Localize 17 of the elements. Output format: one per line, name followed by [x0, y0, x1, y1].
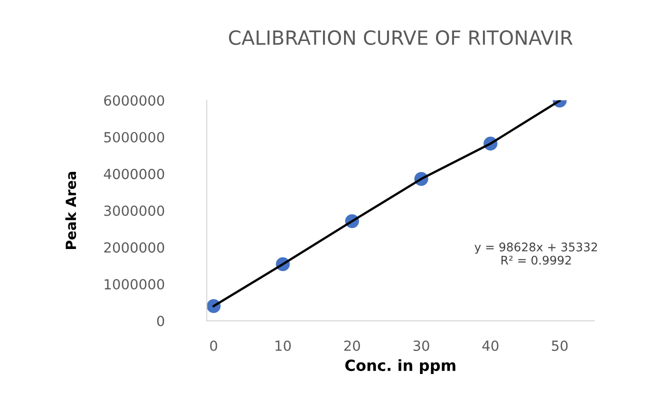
y-tick-label: 0: [157, 316, 164, 326]
y-tick-label: 6000000: [104, 95, 164, 106]
y-tick-label: 5000000: [104, 132, 164, 142]
chart-title: CALIBRATION CURVE OF RITONAVIR: [228, 30, 573, 45]
y-tick-label: 1000000: [104, 279, 164, 290]
x-tick-label: 30: [414, 340, 430, 351]
y-tick-label: 4000000: [104, 168, 164, 180]
y-axis-title: Peak Area: [65, 172, 76, 249]
annotation: y = 98628x + 35332 R² = 0.9992: [474, 242, 597, 265]
x-tick-label: 40: [482, 340, 498, 351]
x-tick-label: 0: [210, 340, 218, 351]
x-tick-label: 50: [552, 340, 568, 351]
y-tick-label: 3000000: [104, 205, 164, 216]
x-axis-title: Conc. in ppm: [345, 359, 456, 374]
y-tick-label: 2000000: [104, 242, 164, 253]
x-tick-label: 20: [344, 340, 360, 351]
x-tick-label: 10: [276, 340, 291, 351]
